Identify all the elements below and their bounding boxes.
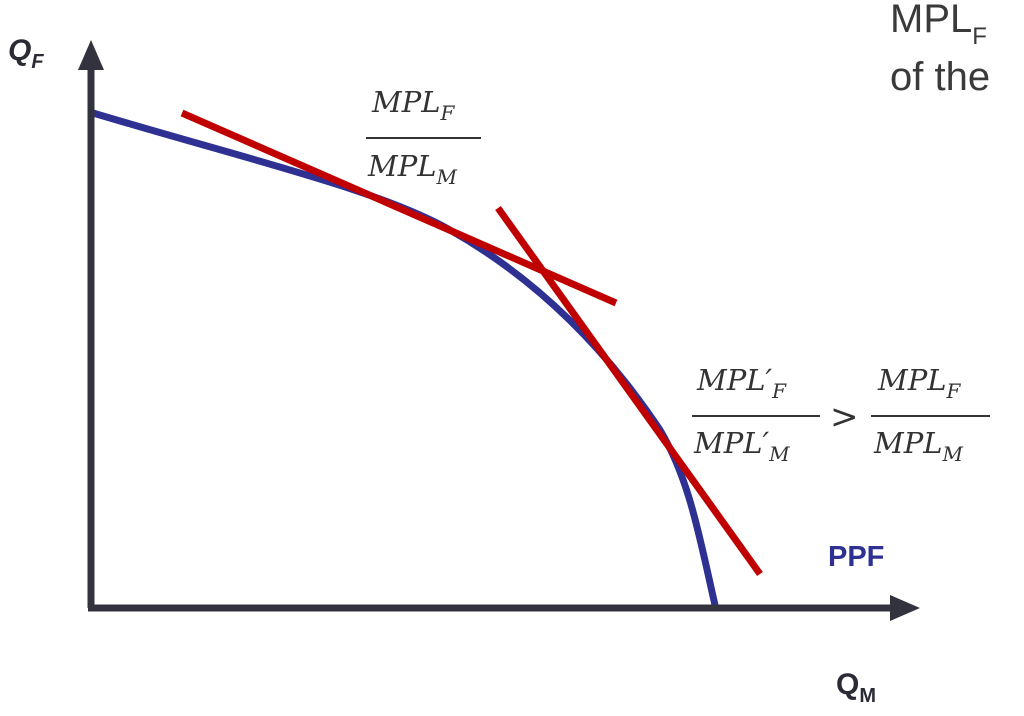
y-axis-label: QF <box>8 34 44 73</box>
slope-2-right-den-sub: M <box>941 442 963 466</box>
slope-2-right-numerator: MPLF <box>877 363 961 403</box>
y-axis-label-sub: F <box>31 51 44 73</box>
y-axis-label-main: Q <box>8 34 31 67</box>
slope-1-den-main: MPL <box>367 149 436 183</box>
svg-text:MPLF: MPLF <box>890 0 987 50</box>
y-axis-arrow <box>78 40 104 70</box>
slope-label-1: MPLF MPLM <box>366 85 481 189</box>
ppf-curve <box>89 109 719 609</box>
slope-1-den-sub: M <box>435 165 457 189</box>
top-text-line2: of the <box>890 55 990 99</box>
slope-2-right-den-main: MPL <box>873 426 942 460</box>
slope-2-left-num-sub: F <box>771 379 787 403</box>
slope-1-num-main: MPL <box>371 85 440 119</box>
ppf-label: PPF <box>828 541 884 573</box>
slope-1-num-sub: F <box>439 101 455 125</box>
x-axis-label: QM <box>836 668 876 707</box>
slope-2-left-num-main: MPL′ <box>696 363 772 397</box>
slope-2-right-num-sub: F <box>945 379 961 403</box>
top-text-line1-main: MPL <box>890 0 972 41</box>
top-text: MPLF of the <box>890 0 990 99</box>
tangent-line-1 <box>180 109 618 307</box>
slope-label-2: MPL′F MPL′M > MPLF MPLM <box>692 363 990 466</box>
x-axis-arrow <box>890 595 920 621</box>
top-text-line1-sub: F <box>972 23 987 50</box>
axes <box>78 40 920 621</box>
x-axis-label-sub: M <box>859 685 876 707</box>
slope-2-right-num-main: MPL <box>877 363 946 397</box>
greater-than-operator: > <box>830 397 859 437</box>
slope-2-left-den-sub: M <box>768 442 790 466</box>
x-axis-label-main: Q <box>836 668 859 701</box>
slope-2-left-den-main: MPL′ <box>693 426 769 460</box>
slope-2-right-denominator: MPLM <box>873 426 963 466</box>
slope-1-denominator: MPLM <box>367 149 457 189</box>
tangent-line-2 <box>495 205 763 577</box>
slope-2-left-numerator: MPL′F <box>696 363 787 403</box>
slope-1-numerator: MPLF <box>371 85 455 125</box>
slope-2-left-denominator: MPL′M <box>693 426 790 466</box>
